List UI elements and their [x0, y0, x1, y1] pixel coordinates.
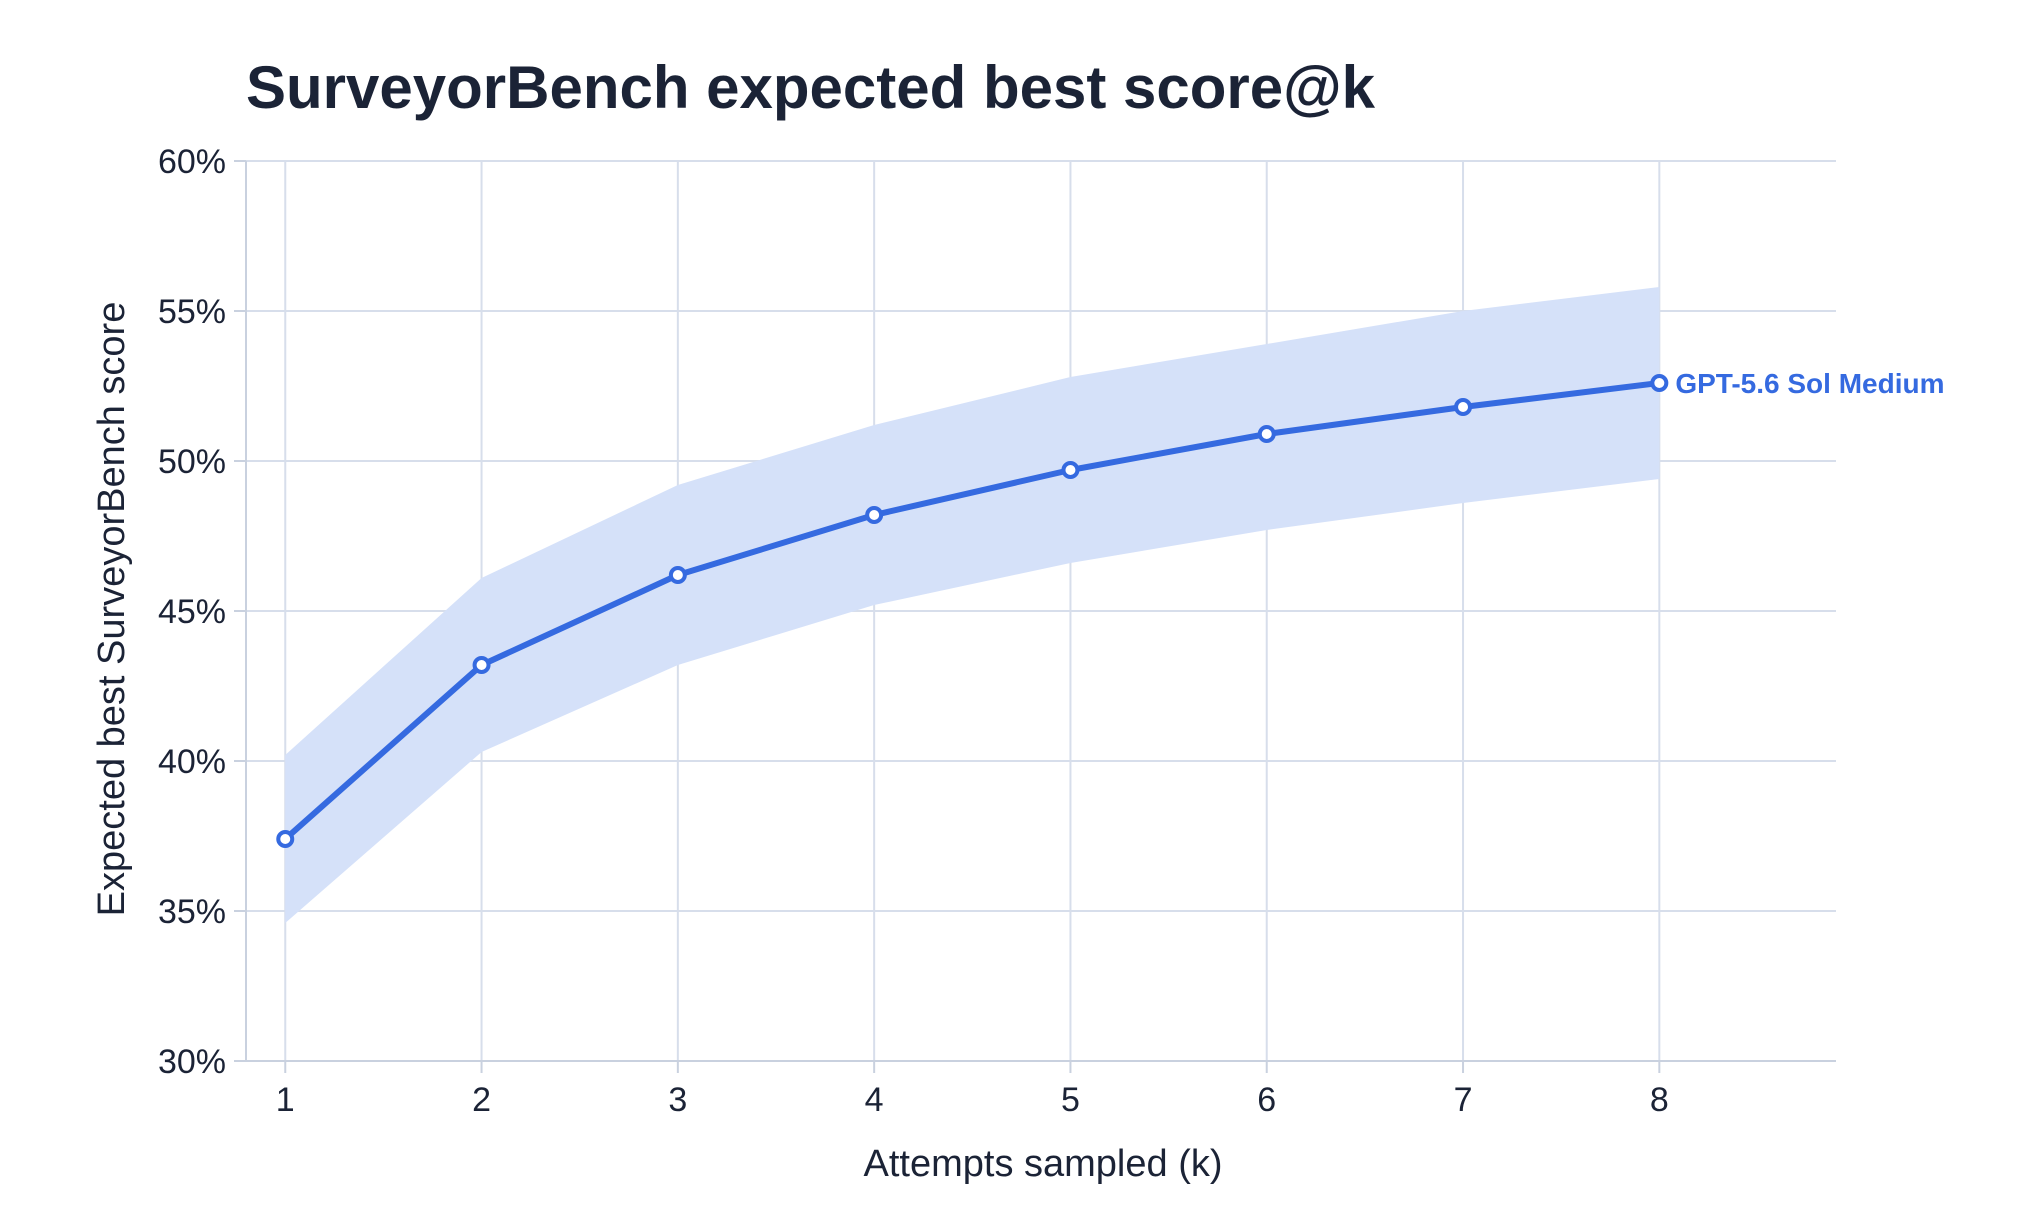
x-axis-label: Attempts sampled (k)	[864, 1143, 1223, 1185]
y-tick-labels: 30% 35% 40% 45% 50% 55% 60%	[158, 143, 226, 1081]
x-tick-label: 4	[865, 1081, 884, 1119]
confidence-band-layer	[285, 287, 1660, 923]
data-point	[1061, 461, 1080, 479]
data-point	[1454, 398, 1473, 416]
axes	[234, 160, 1836, 1073]
series-line	[282, 380, 1663, 842]
x-tick-label: 2	[472, 1081, 491, 1119]
y-tick-label: 35%	[158, 893, 226, 931]
series-label: GPT-5.6 Sol Medium	[1675, 368, 1944, 399]
y-tick-label: 55%	[158, 293, 226, 331]
x-tick-label: 6	[1257, 1081, 1276, 1119]
confidence-band	[285, 287, 1660, 923]
y-tick-label: 50%	[158, 443, 226, 481]
x-tick-labels: 1 2 3 4 5 6 7 8	[276, 1081, 1669, 1119]
data-point	[668, 566, 687, 584]
data-point	[1650, 374, 1669, 392]
x-tick-label: 8	[1650, 1081, 1669, 1119]
y-tick-label: 30%	[158, 1043, 226, 1081]
y-tick-label: 60%	[158, 143, 226, 181]
chart-title: SurveyorBench expected best score@k	[246, 54, 1376, 121]
x-tick-label: 3	[668, 1081, 687, 1119]
data-point	[276, 830, 295, 848]
x-tick-label: 1	[276, 1081, 295, 1119]
x-tick-label: 7	[1454, 1081, 1473, 1119]
data-point	[472, 656, 491, 674]
series-layer: GPT-5.6 Sol Medium	[276, 368, 1945, 848]
y-tick-label: 45%	[158, 593, 226, 631]
data-point	[865, 506, 884, 524]
y-tick-label: 40%	[158, 743, 226, 781]
data-point	[1257, 425, 1276, 443]
x-tick-label: 5	[1061, 1081, 1080, 1119]
y-axis-label: Expected best SurveyorBench score	[91, 302, 133, 917]
